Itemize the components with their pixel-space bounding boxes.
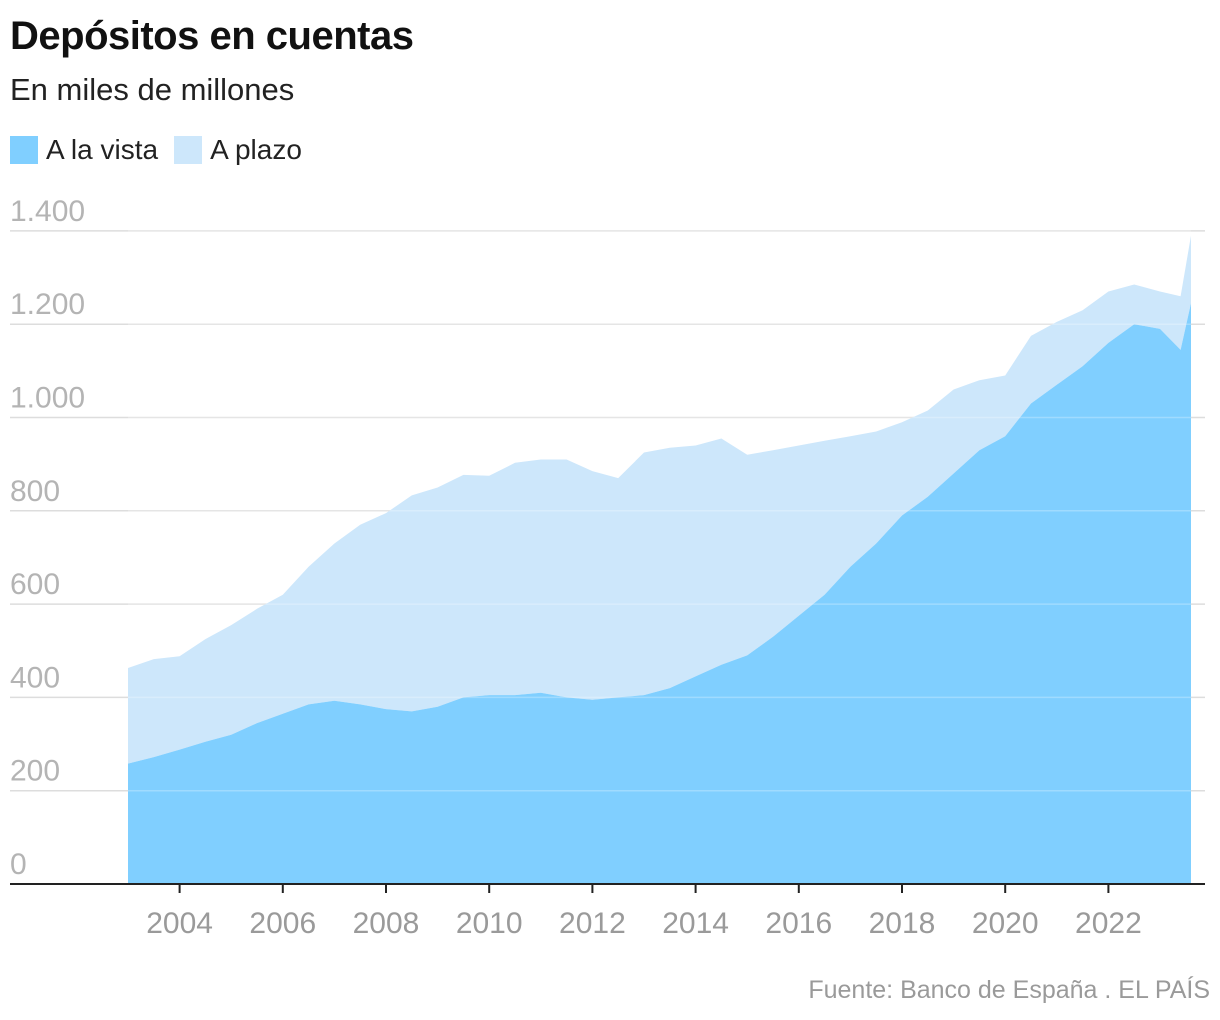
legend-label-a-la-vista: A la vista [46,134,159,165]
y-tick-label-1200: 1.200 [10,288,85,321]
x-tick-label-2006: 2006 [249,907,316,940]
legend: A la vista A plazo [10,134,318,166]
y-tick-label-0: 0 [10,848,27,881]
x-tick-label-2012: 2012 [559,907,626,940]
legend-swatch-a-la-vista [10,136,38,164]
legend-swatch-a-plazo [174,136,203,164]
y-tick-label-400: 400 [10,661,60,694]
x-tick-label-2018: 2018 [869,907,936,940]
x-tick-label-2014: 2014 [662,907,729,940]
y-tick-label-1400: 1.400 [10,195,85,228]
source-note: Fuente: Banco de España . EL PAÍS [808,976,1210,1004]
x-tick-label-2010: 2010 [456,907,523,940]
x-tick-label-2020: 2020 [972,907,1039,940]
legend-item-a-plazo: A plazo [174,134,302,166]
x-tick-label-2008: 2008 [353,907,420,940]
x-tick-label-2016: 2016 [765,907,832,940]
y-tick-label-600: 600 [10,568,60,601]
y-tick-label-1000: 1.000 [10,382,85,415]
legend-label-a-plazo: A plazo [210,134,302,165]
chart-title: Depósitos en cuentas [10,14,414,58]
area-a-plazo [128,235,1191,764]
chart-subtitle: En miles de millones [10,72,295,107]
area-a-la-vista [128,303,1191,884]
legend-item-a-la-vista: A la vista [10,134,158,166]
x-tick-label-2022: 2022 [1075,907,1142,940]
y-tick-label-200: 200 [10,755,60,788]
y-tick-label-800: 800 [10,475,60,508]
x-tick-label-2004: 2004 [146,907,213,940]
